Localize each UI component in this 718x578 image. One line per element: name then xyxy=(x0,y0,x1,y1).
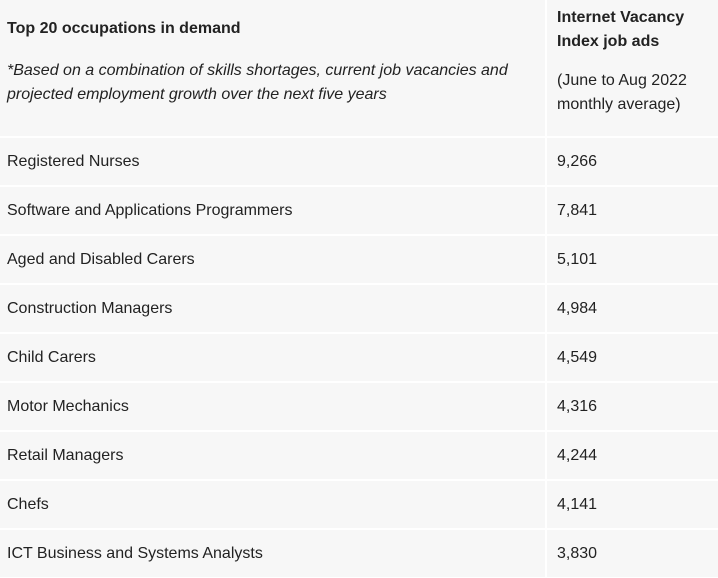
ads-cell: 4,141 xyxy=(547,481,718,528)
ads-column-title: Internet Vacancy Index job ads xyxy=(557,9,685,50)
ads-cell: 9,266 xyxy=(547,138,718,185)
occupation-name: Aged and Disabled Carers xyxy=(7,250,195,268)
ads-value: 9,266 xyxy=(557,152,598,170)
occupation-name: Child Carers xyxy=(7,348,96,366)
occupation-cell: Aged and Disabled Carers xyxy=(0,236,545,283)
table-row: Aged and Disabled Carers 5,101 xyxy=(0,236,718,283)
occupation-name: Retail Managers xyxy=(7,446,124,464)
table-row: Chefs 4,141 xyxy=(0,481,718,528)
occupation-cell: Registered Nurses xyxy=(0,138,545,185)
header-ads-cell: Internet Vacancy Index job ads (June to … xyxy=(547,0,718,136)
ads-value: 4,244 xyxy=(557,446,598,464)
ads-cell: 4,549 xyxy=(547,334,718,381)
table-row: Child Carers 4,549 xyxy=(0,334,718,381)
occupation-name: ICT Business and Systems Analysts xyxy=(7,544,263,562)
table-row: Motor Mechanics 4,316 xyxy=(0,383,718,430)
ads-value: 4,141 xyxy=(557,495,598,513)
occupation-cell: ICT Business and Systems Analysts xyxy=(0,530,545,577)
occupation-cell: Retail Managers xyxy=(0,432,545,479)
ads-value: 5,101 xyxy=(557,250,598,268)
ads-cell: 7,841 xyxy=(547,187,718,234)
occupation-cell: Chefs xyxy=(0,481,545,528)
table-row: Retail Managers 4,244 xyxy=(0,432,718,479)
ads-cell: 4,984 xyxy=(547,285,718,332)
occupation-name: Software and Applications Programmers xyxy=(7,201,293,219)
table-row: ICT Business and Systems Analysts 3,830 xyxy=(0,530,718,577)
table-header-row: Top 20 occupations in demand *Based on a… xyxy=(0,0,718,136)
table-row: Registered Nurses 9,266 xyxy=(0,138,718,185)
table-row: Construction Managers 4,984 xyxy=(0,285,718,332)
ads-value: 3,830 xyxy=(557,544,598,562)
occupation-column-note: *Based on a combination of skills shorta… xyxy=(7,62,508,103)
table-row: Software and Applications Programmers 7,… xyxy=(0,187,718,234)
occupation-column-title: Top 20 occupations in demand xyxy=(7,20,241,37)
occupation-name: Chefs xyxy=(7,495,49,513)
occupation-cell: Motor Mechanics xyxy=(0,383,545,430)
ads-cell: 4,244 xyxy=(547,432,718,479)
ads-value: 4,316 xyxy=(557,397,598,415)
ads-column-period: (June to Aug 2022 monthly average) xyxy=(557,72,687,113)
occupation-name: Registered Nurses xyxy=(7,152,140,170)
ads-cell: 3,830 xyxy=(547,530,718,577)
ads-value: 4,549 xyxy=(557,348,598,366)
occupation-name: Motor Mechanics xyxy=(7,397,129,415)
ads-value: 7,841 xyxy=(557,201,598,219)
ads-cell: 4,316 xyxy=(547,383,718,430)
ads-cell: 5,101 xyxy=(547,236,718,283)
ads-value: 4,984 xyxy=(557,299,598,317)
occupation-name: Construction Managers xyxy=(7,299,173,317)
occupation-cell: Child Carers xyxy=(0,334,545,381)
occupation-cell: Software and Applications Programmers xyxy=(0,187,545,234)
occupation-cell: Construction Managers xyxy=(0,285,545,332)
header-occupation-cell: Top 20 occupations in demand *Based on a… xyxy=(0,0,545,136)
